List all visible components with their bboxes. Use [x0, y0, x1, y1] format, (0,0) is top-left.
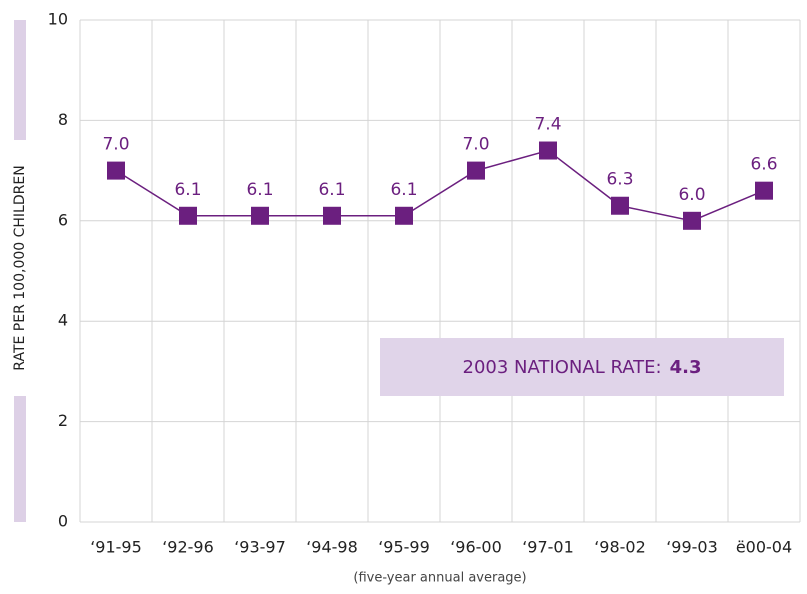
x-tick-label: ‘93-97 — [234, 538, 286, 557]
axis-label-bar — [14, 20, 26, 140]
line — [115, 149, 765, 222]
marker — [467, 161, 485, 180]
data-label: 7.0 — [462, 135, 489, 155]
annotation: 2003 NATIONAL RATE: 4.3 — [463, 357, 702, 378]
y-tick-label: 6 — [58, 210, 68, 229]
annotation-label: 2003 NATIONAL RATE: — [463, 357, 662, 378]
marker — [683, 211, 701, 230]
x-tick-label: ‘94-98 — [306, 538, 358, 557]
data-label: 6.0 — [678, 185, 705, 205]
y-tick-label: 0 — [58, 512, 68, 531]
y-tick-label: 8 — [58, 110, 68, 129]
marker — [107, 161, 125, 180]
marker — [179, 206, 197, 225]
marker — [251, 206, 269, 225]
x-axis-label: (five-year annual average) — [353, 571, 526, 586]
x-tick-label: ‘96-00 — [450, 538, 502, 557]
x-tick-label: ‘91-95 — [90, 538, 142, 557]
marker — [395, 206, 413, 225]
x-tick-label: ‘92-96 — [162, 538, 214, 557]
x-tick-label: ë00-04 — [736, 538, 792, 557]
data-label: 6.6 — [750, 155, 777, 175]
data-label: 6.1 — [318, 180, 345, 200]
x-tick-label: ‘97-01 — [522, 538, 574, 557]
annotation-box — [380, 338, 784, 396]
y-tick-label: 4 — [58, 311, 68, 330]
marker — [611, 196, 629, 215]
marker — [539, 141, 557, 160]
data-label: 6.1 — [390, 180, 417, 200]
data-label: 7.4 — [534, 115, 561, 135]
y-tick-label: 10 — [48, 10, 68, 29]
data-label: 6.1 — [246, 180, 273, 200]
marker — [755, 181, 773, 200]
annotation-value: 4.3 — [670, 357, 702, 378]
marker — [323, 206, 341, 225]
axis-label-bar — [14, 396, 26, 522]
x-tick-label: ‘95-99 — [378, 538, 430, 557]
x-tick-label: ‘99-03 — [666, 538, 718, 557]
x-tick-label: ‘98-02 — [594, 538, 646, 557]
data-label: 6.1 — [174, 180, 201, 200]
y-tick-label: 2 — [58, 411, 68, 430]
data-label: 7.0 — [102, 135, 129, 155]
y-axis-label: RATE PER 100,000 CHILDREN — [12, 165, 28, 370]
data-label: 6.3 — [606, 170, 633, 190]
